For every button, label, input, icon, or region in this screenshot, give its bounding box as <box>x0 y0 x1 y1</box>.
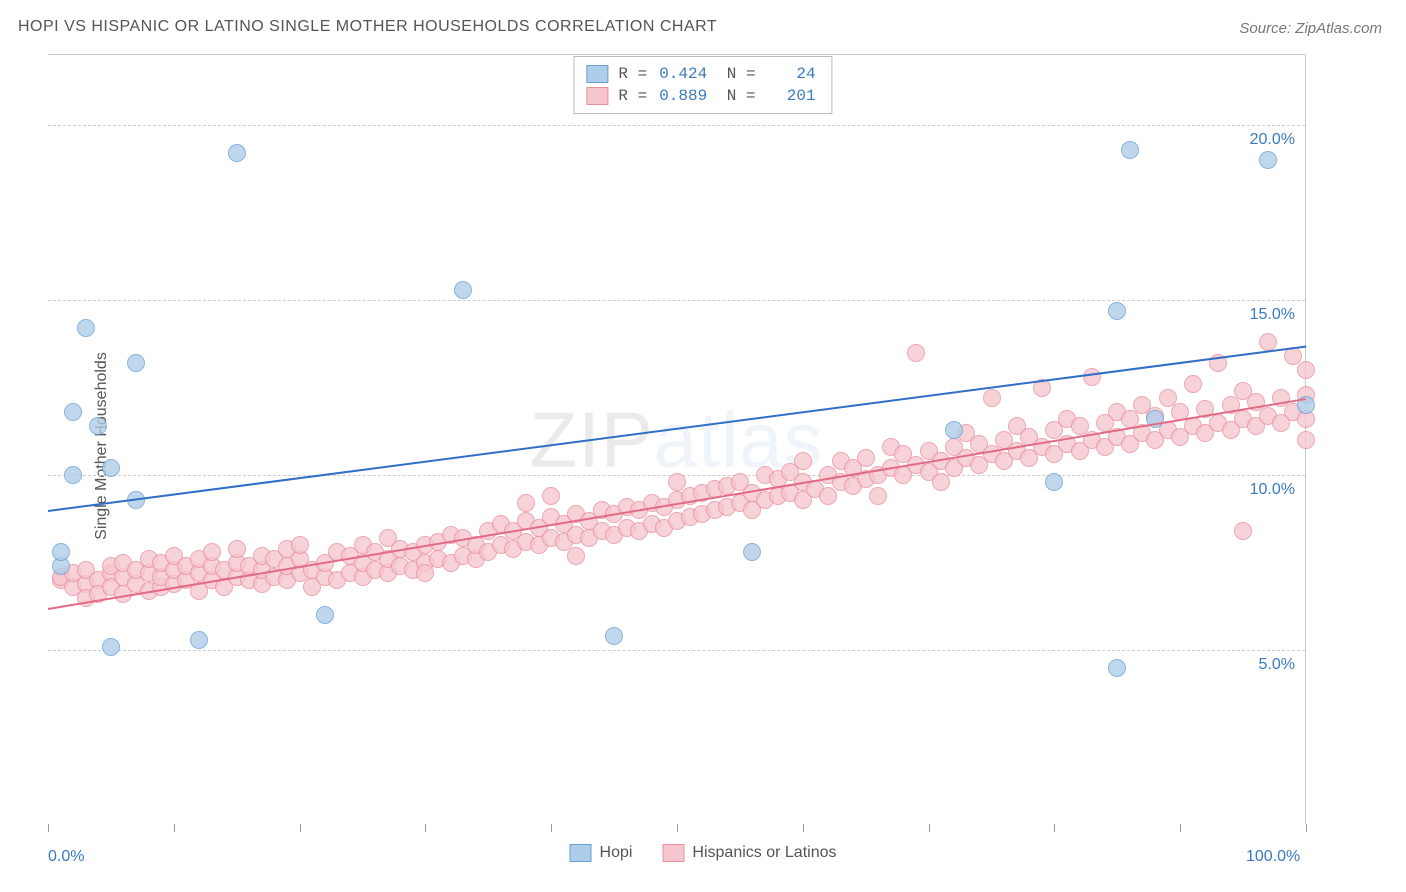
scatter-point <box>907 344 925 362</box>
scatter-point <box>1108 302 1126 320</box>
scatter-point <box>819 487 837 505</box>
legend-series-label: Hopi <box>600 844 633 862</box>
legend-r-value: 0.424 <box>657 65 707 83</box>
legend-swatch <box>586 87 608 105</box>
scatter-point <box>542 487 560 505</box>
scatter-point <box>869 487 887 505</box>
x-tick <box>300 824 301 832</box>
scatter-point <box>1121 141 1139 159</box>
legend-n-label: N = <box>717 87 755 105</box>
y-tick-label: 5.0% <box>1259 656 1295 674</box>
scatter-point <box>291 536 309 554</box>
scatter-point <box>102 459 120 477</box>
scatter-point <box>1259 333 1277 351</box>
legend-series-label: Hispanics or Latinos <box>692 844 836 862</box>
scatter-point <box>77 319 95 337</box>
scatter-point <box>743 543 761 561</box>
scatter-point <box>517 494 535 512</box>
scatter-point <box>316 606 334 624</box>
legend-series-item: Hispanics or Latinos <box>662 844 836 862</box>
x-tick <box>425 824 426 832</box>
legend-series: Hopi Hispanics or Latinos <box>570 844 837 862</box>
legend-row: R = 0.424 N = 24 <box>586 63 815 85</box>
y-tick-label: 20.0% <box>1250 131 1295 149</box>
plot-area: ZIPatlas 5.0%10.0%15.0%20.0% <box>48 54 1306 824</box>
gridline <box>48 650 1305 651</box>
legend-r-label: R = <box>618 65 647 83</box>
x-axis-label: 100.0% <box>1246 848 1300 866</box>
scatter-point <box>794 452 812 470</box>
scatter-point <box>857 449 875 467</box>
scatter-point <box>1259 151 1277 169</box>
legend-n-value: 24 <box>766 65 816 83</box>
x-tick <box>551 824 552 832</box>
x-tick <box>803 824 804 832</box>
source-label: Source: <box>1239 20 1291 37</box>
x-tick <box>174 824 175 832</box>
scatter-point <box>127 354 145 372</box>
x-tick <box>677 824 678 832</box>
legend-correlation: R = 0.424 N = 24 R = 0.889 N = 201 <box>573 56 832 114</box>
gridline <box>48 125 1305 126</box>
plot-inner: 5.0% 10.0% 15.0% 20.0% <box>48 55 1305 824</box>
source-name: ZipAtlas.com <box>1295 20 1382 37</box>
scatter-point <box>228 144 246 162</box>
x-tick <box>1054 824 1055 832</box>
scatter-point <box>567 547 585 565</box>
scatter-point <box>228 540 246 558</box>
chart-title: HOPI VS HISPANIC OR LATINO SINGLE MOTHER… <box>18 18 717 36</box>
scatter-point <box>52 543 70 561</box>
x-tick <box>1306 824 1307 832</box>
scatter-point <box>454 281 472 299</box>
scatter-point <box>1234 522 1252 540</box>
scatter-point <box>89 417 107 435</box>
x-axis-label: 0.0% <box>48 848 84 866</box>
y-tick-label: 10.0% <box>1250 481 1295 499</box>
x-tick <box>1180 824 1181 832</box>
trend-line <box>48 398 1306 610</box>
legend-r-value: 0.889 <box>657 87 707 105</box>
legend-series-item: Hopi <box>570 844 633 862</box>
legend-n-label: N = <box>717 65 755 83</box>
scatter-point <box>1297 361 1315 379</box>
scatter-point <box>64 403 82 421</box>
scatter-point <box>1083 368 1101 386</box>
scatter-point <box>416 564 434 582</box>
scatter-point <box>203 543 221 561</box>
x-tick <box>48 824 49 832</box>
scatter-point <box>102 638 120 656</box>
x-tick <box>929 824 930 832</box>
legend-row: R = 0.889 N = 201 <box>586 85 815 107</box>
scatter-point <box>64 466 82 484</box>
legend-swatch <box>570 844 592 862</box>
legend-n-value: 201 <box>766 87 816 105</box>
y-tick-label: 15.0% <box>1250 306 1295 324</box>
scatter-point <box>605 627 623 645</box>
scatter-point <box>945 421 963 439</box>
scatter-point <box>1045 473 1063 491</box>
scatter-point <box>1108 659 1126 677</box>
scatter-point <box>1297 431 1315 449</box>
scatter-point <box>932 473 950 491</box>
legend-swatch <box>586 65 608 83</box>
legend-r-label: R = <box>618 87 647 105</box>
source-attribution: Source: ZipAtlas.com <box>1239 20 1382 37</box>
legend-swatch <box>662 844 684 862</box>
scatter-point <box>983 389 1001 407</box>
scatter-point <box>190 631 208 649</box>
scatter-point <box>1184 375 1202 393</box>
